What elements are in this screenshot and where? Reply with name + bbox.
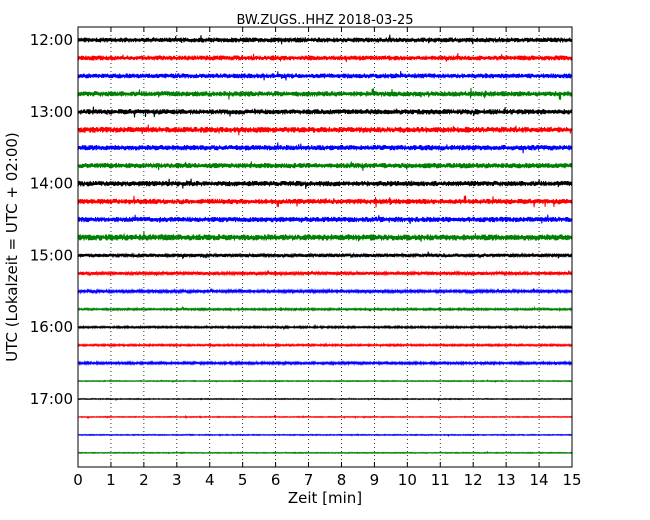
trace-1215 (77, 53, 573, 62)
x-tick-label: 2 (139, 471, 149, 489)
x-tick-label: 12 (464, 471, 483, 489)
trace-1530 (77, 287, 573, 295)
trace-1645 (77, 379, 573, 384)
y-tick-label: 14:00 (30, 175, 73, 193)
trace-1715 (77, 414, 573, 420)
trace-1200 (77, 34, 573, 45)
trace-1700 (77, 397, 573, 402)
x-tick-label: 11 (431, 471, 450, 489)
x-tick-label: 13 (497, 471, 516, 489)
trace-1515 (77, 270, 573, 277)
x-tick-label: 9 (370, 471, 380, 489)
trace-1300 (77, 106, 573, 118)
x-tick-label: 4 (205, 471, 215, 489)
x-tick-label: 0 (73, 471, 83, 489)
y-tick-label: 15:00 (30, 246, 73, 264)
x-tick-label: 6 (271, 471, 281, 489)
trace-1315 (77, 124, 573, 136)
x-tick-label: 7 (304, 471, 314, 489)
trace-1745 (77, 450, 573, 455)
y-tick-label: 12:00 (30, 31, 73, 49)
trace-1500 (77, 251, 573, 259)
chart-title: BW.ZUGS..HHZ 2018-03-25 (236, 13, 413, 28)
x-tick-label: 3 (172, 471, 182, 489)
trace-1730 (77, 432, 573, 437)
x-tick-label: 5 (238, 471, 248, 489)
trace-1445 (77, 231, 573, 242)
trace-1400 (77, 178, 573, 189)
y-tick-label: 16:00 (30, 318, 73, 336)
trace-1230 (77, 70, 573, 81)
trace-1330 (77, 142, 573, 154)
x-tick-label: 8 (337, 471, 347, 489)
trace-1345 (77, 161, 573, 171)
y-axis-ticks: 12:00 13:00 14:00 15:00 16:00 17:00 (30, 31, 572, 408)
seismogram-traces (77, 34, 573, 455)
y-tick-label: 13:00 (30, 103, 73, 121)
x-tick-label: 15 (562, 471, 581, 489)
y-tick-label: 17:00 (30, 390, 73, 408)
trace-1545 (77, 305, 573, 312)
plot-frame (77, 26, 573, 468)
x-tick-label: 14 (530, 471, 549, 489)
trace-1615 (77, 342, 573, 348)
trace-1415 (77, 195, 573, 208)
trace-1630 (77, 359, 573, 367)
x-axis-ticks: 0 1 2 3 4 5 6 7 8 9 10 11 12 13 14 15 (73, 27, 582, 489)
grid-lines (110, 27, 540, 467)
trace-1430 (77, 214, 573, 225)
trace-1600 (77, 323, 573, 331)
x-tick-label: 10 (398, 471, 417, 489)
x-tick-label: 1 (106, 471, 116, 489)
x-axis-label: Zeit [min] (288, 489, 362, 507)
trace-1245 (77, 87, 573, 100)
y-axis-label: UTC (Lokalzeit = UTC + 02:00) (3, 132, 21, 362)
